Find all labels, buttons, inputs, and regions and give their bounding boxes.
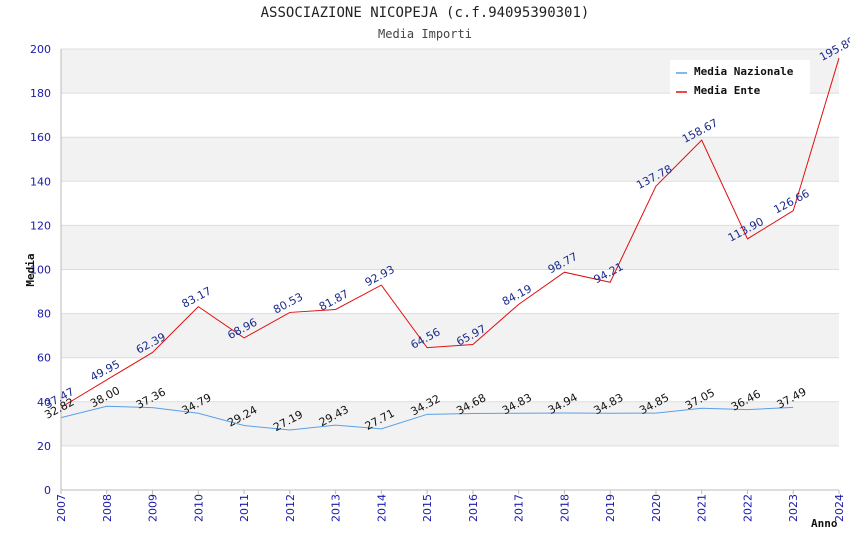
x-tick-label: 2016: [467, 494, 480, 522]
x-tick-label: 2009: [147, 494, 160, 522]
y-tick-label: 0: [44, 484, 51, 497]
data-label: 80.53: [271, 290, 305, 316]
y-tick-label: 80: [37, 308, 51, 321]
y-tick-label: 100: [30, 264, 51, 277]
y-tick-label: 120: [30, 219, 51, 232]
y-axis-ticks: 0 20 40 60 80 100 120 140 160 180 200: [30, 43, 51, 497]
x-tick-label: 2012: [284, 494, 297, 522]
x-tick-label: 2020: [650, 494, 663, 522]
series-line-media-ente: [60, 57, 840, 408]
series-line-media-nazionale: [60, 405, 794, 431]
grid-band: [61, 137, 839, 182]
chart-subtitle: Media Importi: [378, 27, 472, 41]
y-tick-label: 140: [30, 175, 51, 188]
x-tick-label: 2024: [833, 494, 846, 522]
x-tick-label: 2007: [55, 494, 68, 522]
legend-label-media-ente: Media Ente: [694, 84, 761, 97]
grid-bands: [61, 49, 839, 446]
data-label: 84.19: [500, 282, 534, 308]
y-tick-label: 180: [30, 87, 51, 100]
series-lines: [60, 57, 840, 431]
legend-box: [670, 60, 810, 96]
x-tick-label: 2019: [604, 494, 617, 522]
x-tick-label: 2014: [375, 494, 388, 522]
chart-title: ASSOCIAZIONE NICOPEJA (c.f.94095390301): [260, 5, 590, 21]
x-tick-label: 2022: [741, 494, 754, 522]
x-tick-label: 2015: [421, 494, 434, 522]
y-tick-label: 60: [37, 352, 51, 365]
x-axis-title: Anno: [811, 517, 838, 530]
x-axis-ticks: 2007 2008 2009 2010 2011 2012 2013 2014 2015 2016…: [55, 490, 846, 522]
x-tick-label: 2008: [101, 494, 114, 522]
axes: [60, 49, 839, 491]
x-tick-label: 2010: [192, 494, 205, 522]
y-tick-label: 200: [30, 43, 51, 56]
grid-band: [61, 313, 839, 358]
legend: Media Nazionale Media Ente: [670, 60, 810, 97]
x-tick-label: 2021: [696, 494, 709, 522]
grid-band: [61, 401, 839, 446]
y-tick-label: 40: [37, 396, 51, 409]
data-label: 83.17: [180, 284, 214, 310]
x-tick-label: 2017: [513, 494, 526, 522]
x-tick-label: 2023: [787, 494, 800, 522]
x-tick-label: 2013: [330, 494, 343, 522]
y-axis-title: Media: [24, 253, 37, 286]
legend-label-media-nazionale: Media Nazionale: [694, 65, 794, 78]
data-label: 49.95: [88, 358, 122, 384]
y-tick-label: 160: [30, 131, 51, 144]
x-tick-label: 2011: [238, 494, 251, 522]
grid-band: [61, 225, 839, 270]
x-tick-label: 2018: [558, 494, 571, 522]
y-tick-label: 20: [37, 440, 51, 453]
